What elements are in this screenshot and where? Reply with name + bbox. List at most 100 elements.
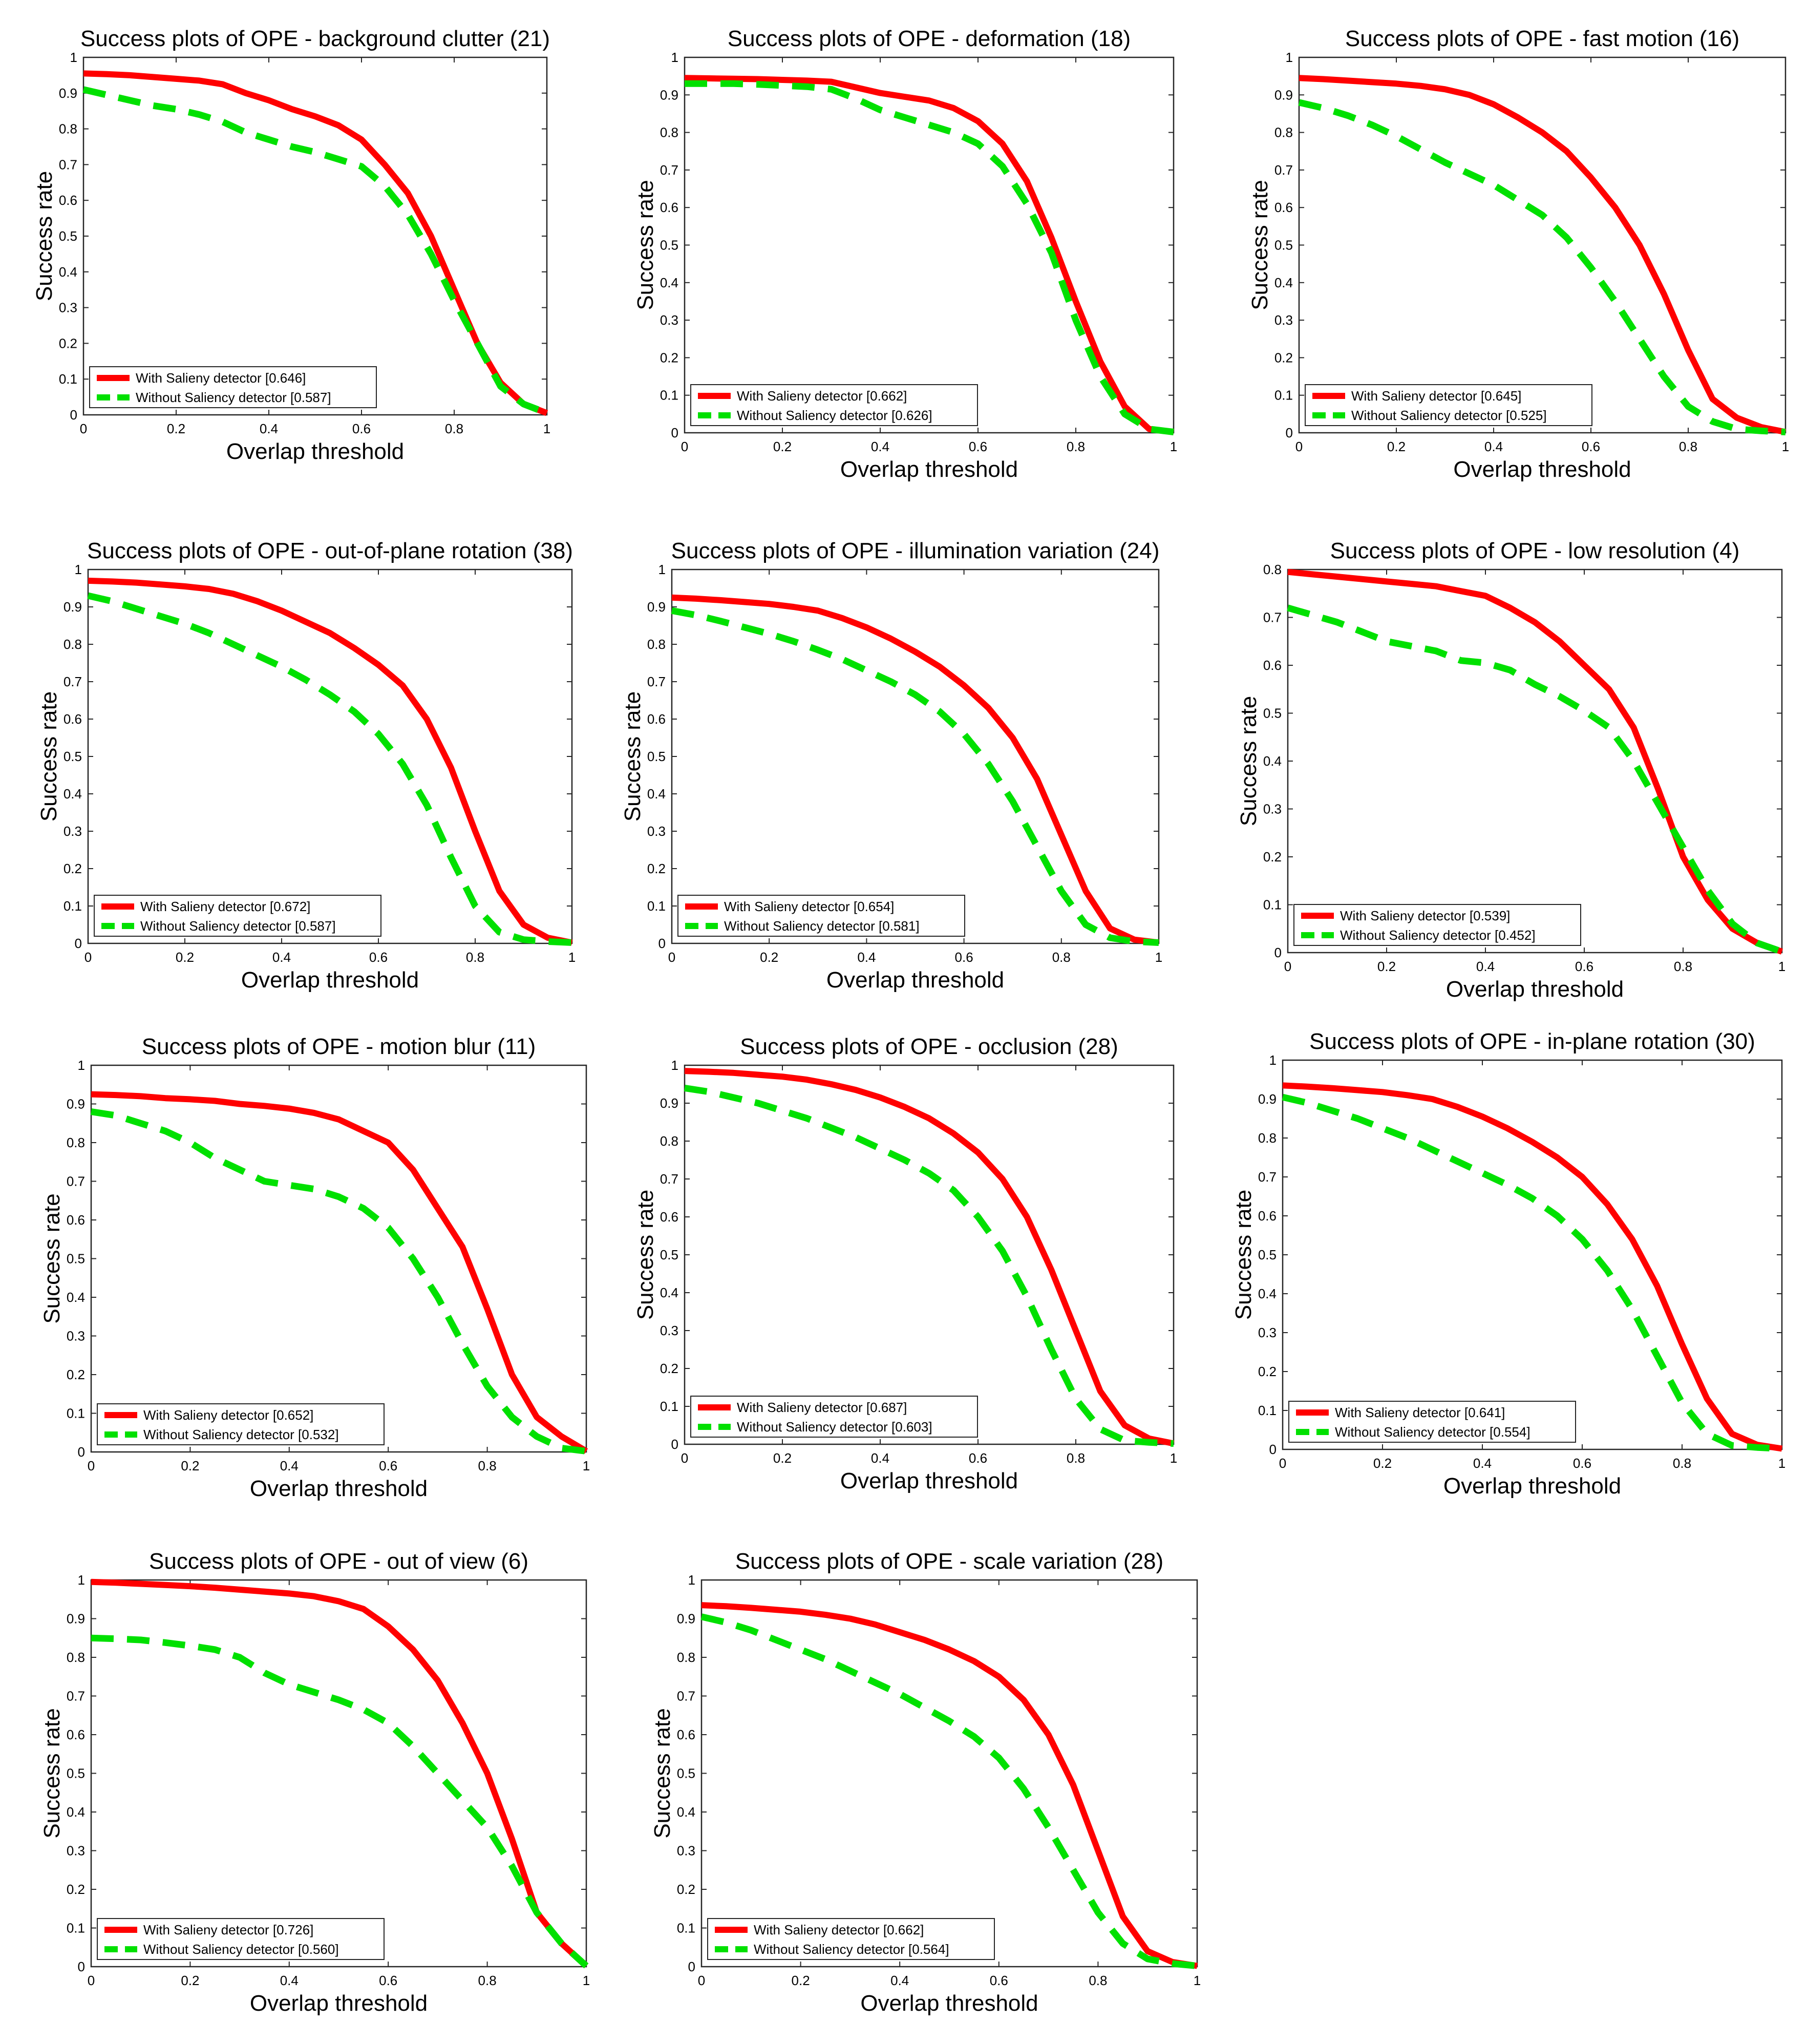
y-tick-label: 0 xyxy=(78,1444,85,1460)
y-tick-label: 0.1 xyxy=(67,1921,85,1936)
y-tick-label: 0.5 xyxy=(677,1766,695,1781)
y-axis-label: Success rate xyxy=(620,691,645,821)
y-tick-label: 0.6 xyxy=(647,711,666,727)
legend: With Salieny detector [0.726] Without Sal… xyxy=(97,1918,385,1960)
series-line-without-saliency xyxy=(91,1634,589,1969)
y-tick-label: 0.1 xyxy=(67,1406,85,1421)
chart-panel-7: Success plots of OPE - occlusion (28) 0 0.… xyxy=(633,1034,1177,1493)
chart-panel-0: Success plots of OPE - background clutte… xyxy=(32,26,550,464)
y-tick-label: 0.5 xyxy=(660,238,678,253)
y-axis-label: Success rate xyxy=(650,1708,675,1838)
x-tick-label: 0.8 xyxy=(1674,959,1692,974)
x-axis-label: Overlap threshold xyxy=(860,1991,1038,2016)
plot-area-frame xyxy=(90,1064,587,1453)
y-axis-label: Success rate xyxy=(32,171,57,301)
chart-title: Success plots of OPE - background clutte… xyxy=(80,26,550,51)
y-tick-label: 0.2 xyxy=(1258,1364,1277,1379)
y-tick-label: 1 xyxy=(78,1572,85,1588)
legend-entry: Without Saliency detector [0.581] xyxy=(724,918,920,934)
legend-frame xyxy=(94,895,381,937)
x-tick-label: 0 xyxy=(80,421,87,436)
y-tick-label: 0.3 xyxy=(67,1843,85,1859)
legend-frame xyxy=(690,384,978,426)
y-tick-label: 0.9 xyxy=(67,1611,85,1627)
x-tick-label: 0.8 xyxy=(478,1458,497,1473)
legend: With Salieny detector [0.641] Without Sal… xyxy=(1288,1401,1576,1443)
y-tick-label: 0.9 xyxy=(1258,1091,1277,1107)
chart-panel-9: Success plots of OPE - out of view (6) 0 0… xyxy=(39,1549,590,2016)
y-tick-label: 0.1 xyxy=(660,388,678,403)
y-tick-label: 0.4 xyxy=(67,1290,85,1305)
chart-title: Success plots of OPE - out of view (6) xyxy=(149,1549,528,1574)
legend: With Salieny detector [0.687] Without Sal… xyxy=(690,1396,978,1438)
y-tick-label: 0 xyxy=(658,936,666,951)
y-tick-label: 0.3 xyxy=(647,824,666,839)
y-tick-label: 0 xyxy=(688,1959,695,1974)
y-tick-label: 0.7 xyxy=(67,1174,85,1189)
y-tick-label: 0.6 xyxy=(67,1727,85,1742)
y-tick-label: 1 xyxy=(671,50,678,65)
y-tick-label: 1 xyxy=(658,562,666,577)
legend-frame xyxy=(97,1403,385,1445)
chart-panel-5: Success plots of OPE - low resolution (4… xyxy=(1236,538,1785,1002)
y-tick-label: 0.2 xyxy=(647,861,666,876)
plot-area-frame xyxy=(1298,56,1787,434)
legend: With Salieny detector [0.646] Without Sal… xyxy=(89,366,377,408)
y-tick-label: 0.5 xyxy=(67,1251,85,1267)
y-tick-label: 0.2 xyxy=(660,350,678,365)
x-axis-label: Overlap threshold xyxy=(840,457,1018,482)
y-tick-label: 0.4 xyxy=(63,786,82,802)
legend-frame xyxy=(690,1396,978,1438)
y-tick-label: 0.5 xyxy=(1263,706,1282,721)
x-tick-label: 1 xyxy=(583,1973,590,1988)
y-tick-label: 0.6 xyxy=(1258,1208,1277,1224)
y-tick-label: 0.3 xyxy=(1274,312,1293,328)
x-axis-label: Overlap threshold xyxy=(1443,1473,1621,1499)
y-tick-label: 0.2 xyxy=(63,861,82,876)
legend-frame xyxy=(89,366,377,408)
y-tick-label: 0.6 xyxy=(660,1209,678,1225)
y-tick-label: 0.1 xyxy=(59,371,77,387)
y-tick-label: 0.7 xyxy=(660,162,678,178)
series-line-without-saliency xyxy=(1282,1093,1782,1452)
y-tick-label: 0.6 xyxy=(1274,200,1293,215)
y-tick-label: 0.3 xyxy=(1258,1325,1277,1340)
y-axis-label: Success rate xyxy=(633,1190,658,1320)
series-line-without-saliency xyxy=(700,1613,1198,1969)
legend-entry: Without Saliency detector [0.525] xyxy=(1351,408,1547,423)
x-tick-label: 0.4 xyxy=(890,1973,909,1988)
x-tick-label: 0.4 xyxy=(857,950,876,965)
x-tick-label: 0.4 xyxy=(1476,959,1495,974)
y-tick-label: 0.8 xyxy=(67,1650,85,1665)
x-axis-label: Overlap threshold xyxy=(241,967,419,993)
y-tick-label: 0.9 xyxy=(660,1095,678,1111)
x-tick-label: 0 xyxy=(88,1973,95,1988)
y-tick-label: 0.2 xyxy=(59,335,77,351)
legend: With Salieny detector [0.539] Without Sal… xyxy=(1293,904,1581,946)
legend-entry: Without Saliency detector [0.587] xyxy=(136,390,331,405)
series-line-with-saliency xyxy=(91,1578,589,1968)
legend: With Salieny detector [0.662] Without Sal… xyxy=(690,384,978,426)
legend-frame xyxy=(1305,384,1592,426)
y-tick-label: 0.5 xyxy=(59,228,77,244)
x-tick-label: 0.2 xyxy=(773,1450,792,1466)
series-line-without-saliency xyxy=(1287,604,1783,955)
y-tick-label: 0.7 xyxy=(63,674,82,689)
y-tick-label: 0.6 xyxy=(677,1727,695,1742)
legend-frame xyxy=(1293,904,1581,946)
x-axis-label: Overlap threshold xyxy=(226,439,404,464)
series-line-without-saliency xyxy=(87,592,572,946)
y-axis-label: Success rate xyxy=(36,691,61,821)
y-tick-label: 1 xyxy=(70,50,77,65)
x-tick-label: 0.8 xyxy=(1089,1973,1107,1988)
legend-entry: Without Saliency detector [0.603] xyxy=(737,1419,932,1435)
y-tick-label: 0.2 xyxy=(67,1367,85,1382)
y-tick-label: 0.7 xyxy=(67,1689,85,1704)
x-tick-label: 0.8 xyxy=(466,950,484,965)
x-tick-label: 0.2 xyxy=(176,950,194,965)
legend-entry: With Salieny detector [0.726] xyxy=(143,1922,313,1937)
x-axis-label: Overlap threshold xyxy=(826,967,1004,993)
y-tick-label: 1 xyxy=(75,562,82,577)
x-tick-label: 0.8 xyxy=(1067,439,1085,454)
